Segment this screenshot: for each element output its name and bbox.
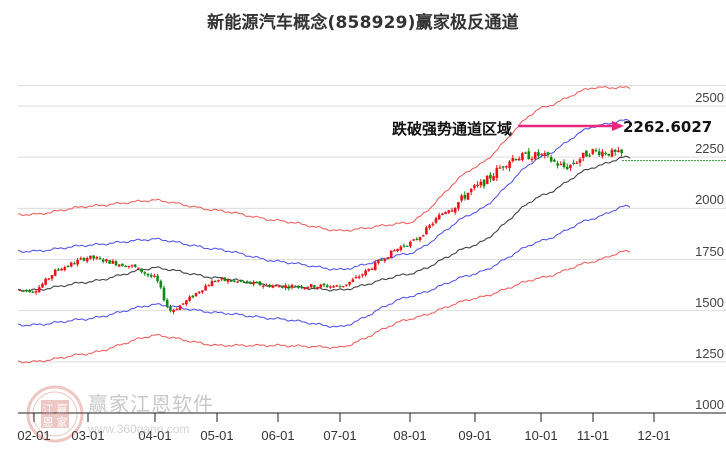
y-tick-label: 1750 [695, 243, 724, 259]
y-tick-label: 2500 [695, 90, 724, 105]
chart-title: 新能源汽车概念(858929)赢家极反通道 [207, 13, 519, 33]
x-tick-label: 10-01 [524, 428, 558, 443]
candlesticks [18, 146, 623, 315]
y-tick-label: 1250 [695, 345, 724, 361]
svg-text:恩: 恩 [43, 416, 54, 429]
x-tick-label: 09-01 [458, 428, 492, 443]
x-tick-label: 04-01 [138, 428, 172, 443]
x-tick-label: 12-01 [637, 428, 671, 443]
x-axis [18, 412, 726, 422]
x-tick-label: 07-01 [323, 428, 357, 443]
svg-text:家: 家 [57, 415, 68, 429]
gridlines [18, 85, 726, 363]
x-tick-label: 11-01 [576, 428, 610, 443]
y-tick-label: 2000 [695, 192, 724, 208]
y-tick-label: 1000 [695, 397, 724, 412]
x-tick-label: 05-01 [200, 428, 234, 443]
breakdown-level-value: 2262.6027 [623, 118, 713, 136]
y-tick-label: 2250 [695, 141, 724, 157]
y-tick-label: 1500 [695, 294, 724, 310]
watermark-seal-icon: 江 赢 恩 家 [26, 385, 84, 443]
x-tick-label: 02-01 [17, 428, 51, 443]
watermark-url: www.360gann.com [88, 422, 190, 436]
annotation-arrow [518, 121, 726, 162]
breakdown-annotation-label: 跌破强势通道区域 [392, 120, 513, 138]
channel-bands [17, 85, 631, 364]
watermark-brand-name: 赢家江恩软件 [88, 392, 214, 416]
x-tick-label: 03-01 [71, 428, 105, 443]
x-tick-label: 06-01 [261, 428, 295, 443]
x-tick-label: 08-01 [393, 428, 427, 443]
svg-text:江: 江 [43, 403, 54, 416]
svg-text:赢: 赢 [57, 402, 68, 416]
